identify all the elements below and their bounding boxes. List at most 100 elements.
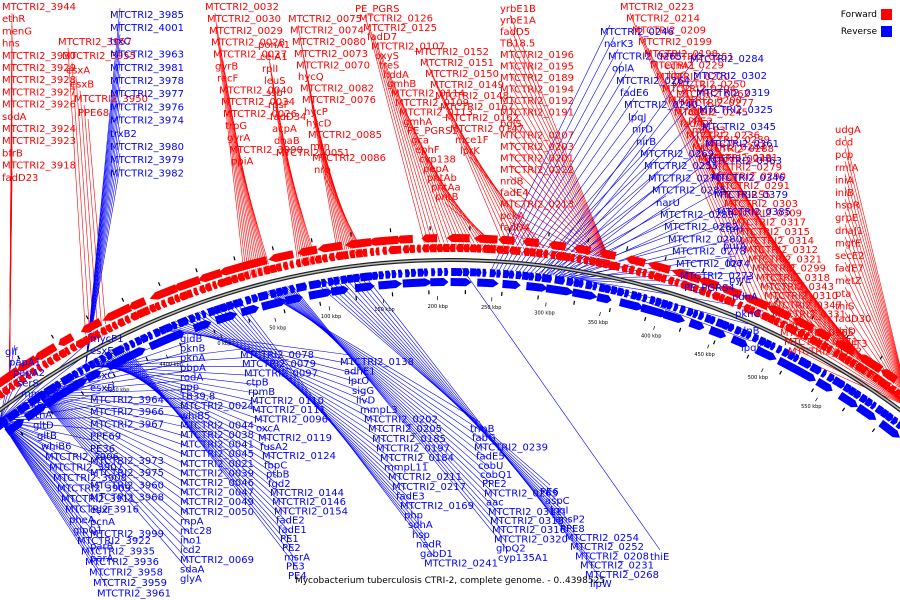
forward-gene-label: MTCTRI2_0075: [288, 14, 362, 25]
connector-line: [741, 228, 900, 398]
reverse-gene-label: ndhA: [732, 292, 758, 303]
reverse-gene-label: fadE6: [620, 88, 649, 99]
forward-gene: [522, 237, 540, 248]
connector-line: [844, 186, 900, 375]
forward-gene: [803, 332, 810, 341]
reverse-gene-label: pknG: [735, 309, 761, 320]
reverse-gene: [864, 397, 873, 407]
reverse-gene-label: MTCTRI2_3973: [90, 456, 164, 467]
forward-gene-label: thiD: [835, 327, 856, 338]
reverse-gene: [489, 269, 497, 278]
reverse-gene: [515, 271, 522, 280]
reverse-gene-label: MTCTRI2_0111: [252, 405, 326, 416]
reverse-gene: [123, 342, 130, 352]
connector-line: [509, 164, 614, 271]
forward-gene-label: MTCTRI2_0347: [768, 300, 842, 311]
reverse-gene-label: MTCTRI2_0302: [693, 71, 767, 82]
forward-gene-label: ephF: [415, 145, 440, 156]
connector-line: [238, 298, 435, 557]
reverse-gene: [244, 295, 252, 305]
connector-line: [0, 419, 101, 504]
connector-line: [109, 350, 285, 505]
reverse-gene: [476, 268, 482, 277]
reverse-gene: [837, 391, 858, 408]
forward-gene: [767, 314, 777, 325]
forward-gene-label: MTCTRI2_0244: [692, 142, 766, 153]
reverse-gene: [686, 307, 694, 317]
reverse-gene: [194, 312, 201, 321]
reverse-gene: [763, 339, 772, 349]
forward-gene: [342, 250, 349, 260]
forward-gene-label: MTCTRI2_0290: [712, 172, 786, 183]
reverse-gene-label: MTCTRI2_0361: [705, 139, 779, 150]
reverse-gene-label: PPE8: [560, 524, 585, 535]
reverse-gene: [534, 273, 542, 282]
forward-gene: [237, 272, 246, 282]
forward-gene-label: fadD23: [2, 173, 38, 184]
reverse-gene: [0, 421, 4, 431]
reverse-gene-label: MTCTRI2_3982: [110, 168, 184, 179]
reverse-gene: [65, 372, 75, 383]
reverse-gene: [158, 325, 167, 335]
forward-gene-label: MTCTRI2_0243: [698, 154, 772, 165]
forward-gene-label: fadD30: [835, 314, 871, 325]
reverse-gene-label: trxC: [110, 36, 131, 47]
reverse-gene-label: hsp: [412, 530, 430, 541]
reverse-gene: [269, 289, 277, 299]
reverse-gene-label: thiE: [650, 552, 669, 563]
forward-gene-label: pntAa: [431, 183, 461, 194]
reverse-gene-label: MTCTRI2_0169: [400, 501, 474, 512]
connector-line: [36, 393, 191, 429]
reverse-gene-label: PE2: [282, 543, 301, 554]
forward-gene: [555, 251, 565, 261]
reverse-gene: [430, 278, 449, 287]
forward-gene: [69, 342, 78, 352]
connector-line: [271, 74, 303, 267]
forward-gene-label: MTCTRI2_0299: [752, 264, 826, 275]
forward-gene-label: hycQ: [298, 72, 324, 83]
reverse-gene-label: rodA: [180, 372, 203, 383]
forward-gene: [217, 261, 250, 276]
reverse-gene-label: ctpH: [720, 224, 743, 235]
reverse-gene: [526, 282, 548, 292]
reverse-gene: [598, 283, 607, 293]
forward-gene-label: MTCTRI2_0198: [644, 49, 718, 60]
forward-gene-label: fadE4: [500, 188, 529, 199]
connector-line: [558, 153, 719, 277]
forward-gene: [692, 284, 700, 294]
reverse-gene-label: TB39.8: [179, 392, 215, 403]
reverse-gene-label: MTCTRI2_3977: [110, 89, 184, 100]
connector-line: [844, 173, 900, 373]
forward-gene: [268, 264, 278, 274]
reverse-gene-label: aspC: [545, 496, 570, 507]
reverse-gene-label: lipW: [590, 579, 612, 590]
reverse-gene-label: msrA: [284, 552, 310, 563]
reverse-gene: [792, 353, 800, 363]
forward-gene: [2, 385, 11, 396]
forward-gene-label: MTCTRI2_0318: [756, 273, 830, 284]
forward-gene-label: TB18.5: [499, 39, 535, 50]
reverse-gene-label: esxD: [90, 383, 115, 394]
reverse-gene: [346, 274, 355, 284]
reverse-gene-label: MTCTRI2_3906: [45, 452, 119, 463]
connector-line: [499, 49, 619, 270]
forward-gene: [314, 255, 323, 264]
reverse-gene-label: papA1: [9, 358, 41, 369]
bp-tick: [111, 380, 115, 385]
reverse-gene: [431, 268, 436, 277]
connector-line: [319, 152, 362, 258]
reverse-gene: [619, 298, 644, 311]
forward-gene: [94, 329, 102, 339]
forward-gene: [779, 320, 787, 329]
reverse-gene-label: papA2: [13, 368, 45, 379]
bp-ticks: 4350 kbp 4400 kbp 0 kbp 50 kbp 100 kbp 150 kb…: [106, 296, 821, 410]
forward-gene: [212, 280, 218, 290]
reverse-gene-label: MTCTRI2_3958: [89, 568, 163, 579]
connector-line: [36, 393, 191, 525]
connector-line: [444, 202, 508, 255]
forward-gene-label: MTCTRI2_0203: [500, 142, 574, 153]
connector-line: [285, 158, 317, 264]
connector-line: [238, 155, 270, 274]
reverse-gene: [457, 268, 463, 277]
reverse-gene-label: glpQ1: [73, 526, 103, 537]
